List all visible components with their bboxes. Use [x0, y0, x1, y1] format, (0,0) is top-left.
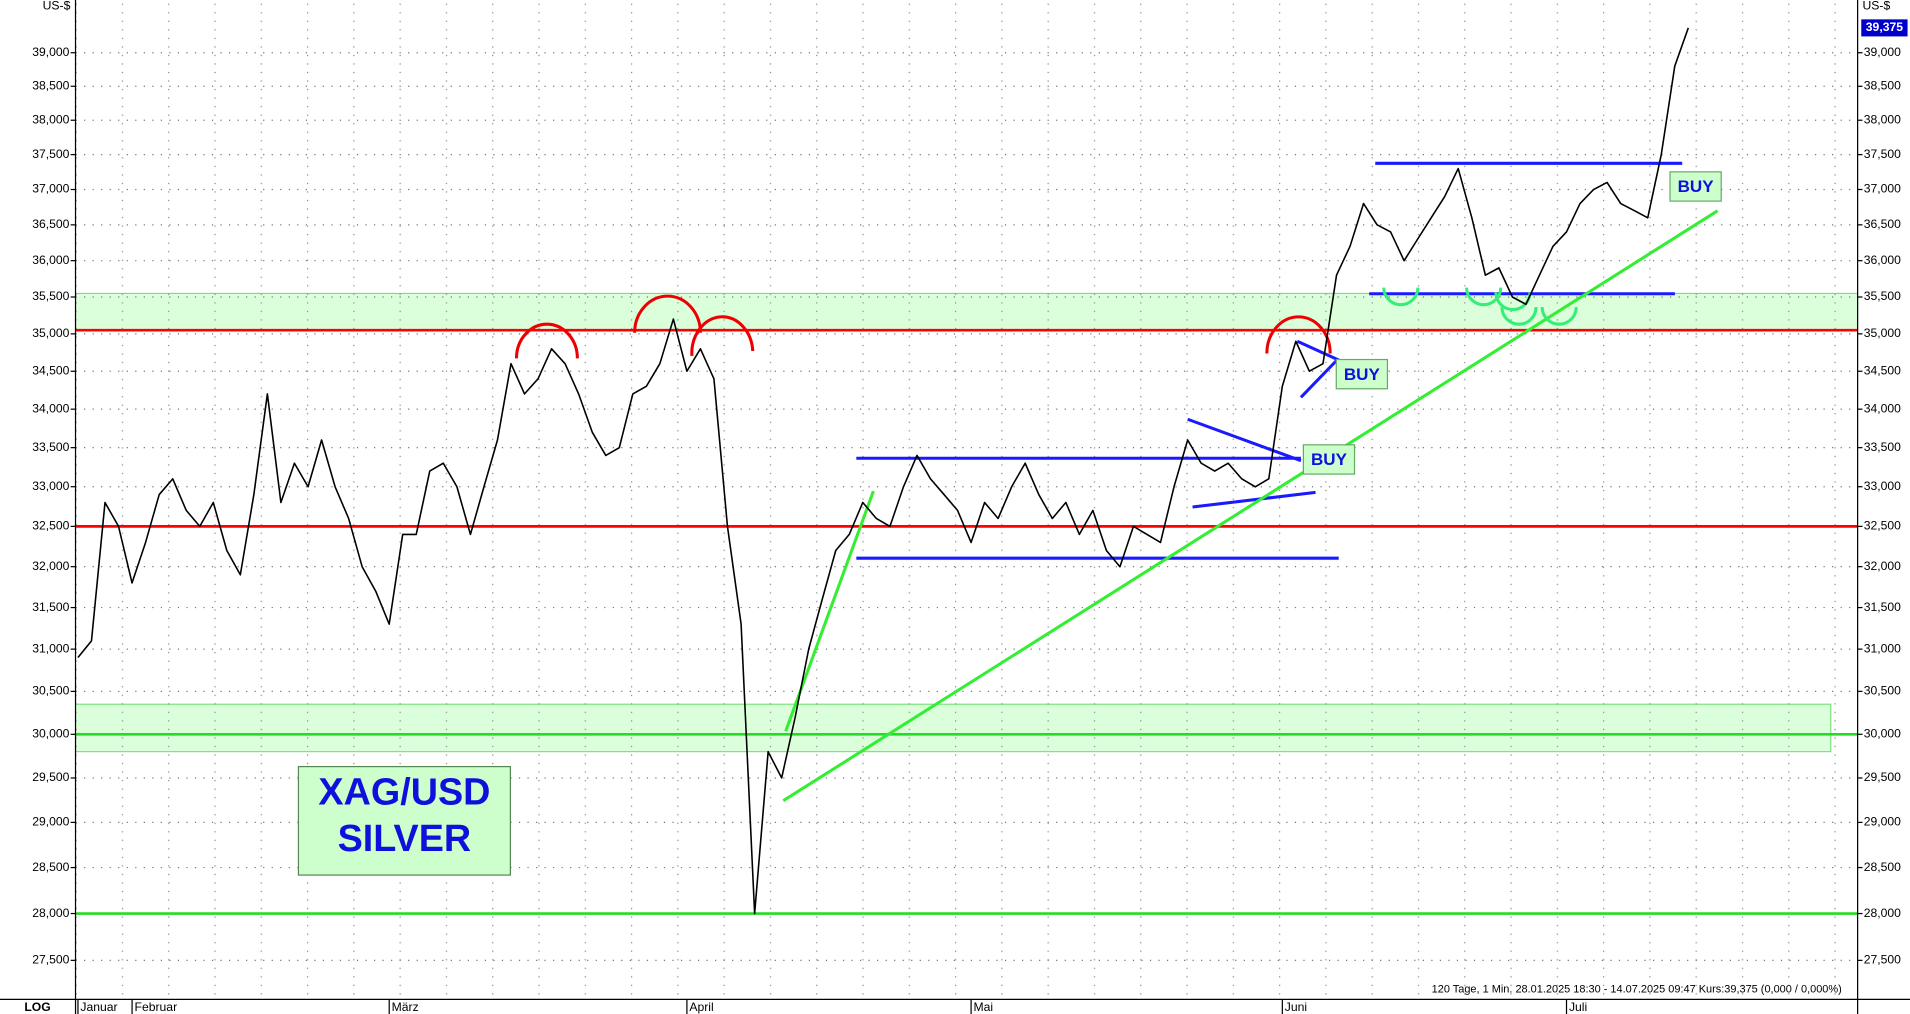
y-unit-right: US-$	[1862, 0, 1890, 12]
arc	[690, 315, 755, 356]
y-tick-label: 35,000	[1864, 326, 1901, 340]
y-tick-label: 33,500	[1864, 440, 1901, 454]
y-tick-label: 28,000	[1864, 906, 1901, 920]
x-tick-label: Juni	[1285, 1000, 1307, 1014]
y-tick-label: 31,000	[1864, 641, 1901, 655]
signal-label: BUY	[1344, 365, 1381, 384]
signal-label: BUY	[1678, 177, 1715, 196]
triangle-lower	[1192, 490, 1316, 509]
y-tick-label: 32,000	[32, 559, 69, 573]
y-tick-label: 28,500	[1864, 860, 1901, 874]
y-tick-label: 29,000	[1864, 815, 1901, 829]
y-tick-label: 34,000	[32, 401, 69, 415]
x-tick-label: Januar	[80, 1000, 117, 1014]
y-tick-label: 30,000	[32, 727, 69, 741]
y-tick-label: 27,500	[1864, 953, 1901, 967]
x-tick-label: Mai	[974, 1000, 994, 1014]
y-tick-label: 38,000	[1864, 112, 1901, 126]
y-tick-label: 35,500	[1864, 289, 1901, 303]
y-tick-label: 33,000	[32, 479, 69, 493]
y-tick-label: 36,500	[32, 217, 69, 231]
title-line: XAG/USD	[318, 772, 490, 814]
last-price-box	[1861, 19, 1908, 37]
y-tick-label: 34,500	[32, 363, 69, 377]
y-tick-label: 39,000	[1864, 45, 1901, 59]
title-line: SILVER	[338, 818, 472, 860]
x-tick-label: April	[689, 1000, 713, 1014]
y-tick-label: 37,500	[1864, 147, 1901, 161]
x-tick-label: März	[392, 1000, 419, 1014]
y-tick-label: 39,000	[32, 45, 69, 59]
y-tick-label: 32,500	[1864, 519, 1901, 533]
signal-box	[1302, 444, 1356, 475]
y-tick-label: 34,000	[1864, 401, 1901, 415]
title-box	[297, 765, 511, 876]
triangle-upper	[1187, 417, 1302, 463]
y-tick-label: 27,500	[32, 953, 69, 967]
scale-label: LOG	[24, 1000, 50, 1014]
signal-box	[1335, 358, 1389, 390]
y-tick-label: 36,000	[32, 253, 69, 267]
y-tick-label: 31,500	[32, 600, 69, 614]
last-price-label: 39,375	[1866, 20, 1903, 34]
y-tick-label: 29,500	[1864, 770, 1901, 784]
smile	[1382, 287, 1420, 307]
annotations	[514, 161, 1719, 803]
smile	[1540, 307, 1578, 326]
y-tick-label: 36,500	[1864, 217, 1901, 231]
x-tick-label: Juli	[1569, 1000, 1587, 1014]
y-tick-label: 32,000	[1864, 559, 1901, 573]
x-tick-label: Februar	[135, 1000, 178, 1014]
y-unit-left: US-$	[43, 0, 71, 12]
y-tick-label: 38,500	[1864, 78, 1901, 92]
smile	[1465, 287, 1503, 307]
y-tick-label: 38,000	[32, 112, 69, 126]
y-tick-label: 33,000	[1864, 479, 1901, 493]
y-tick-label: 30,500	[32, 684, 69, 698]
y-tick-label: 30,500	[1864, 684, 1901, 698]
signal-box	[1669, 171, 1722, 202]
y-tick-label: 28,000	[32, 906, 69, 920]
y-tick-label: 35,000	[32, 326, 69, 340]
signal-label: BUY	[1311, 450, 1348, 469]
y-tick-label: 29,000	[32, 815, 69, 829]
y-tick-label: 32,500	[32, 519, 69, 533]
y-tick-label: 33,500	[32, 440, 69, 454]
smile	[1500, 307, 1538, 326]
y-tick-label: 29,500	[32, 770, 69, 784]
y-tick-label: 36,000	[1864, 253, 1901, 267]
y-tick-label: 28,500	[32, 860, 69, 874]
y-tick-label: 38,500	[32, 78, 69, 92]
price-line	[77, 27, 1690, 915]
y-tick-label: 34,500	[1864, 363, 1901, 377]
y-tick-label: 37,000	[1864, 182, 1901, 196]
y-tick-label: 37,000	[32, 182, 69, 196]
y-tick-label: 31,500	[1864, 600, 1901, 614]
y-tick-label: 30,000	[1864, 727, 1901, 741]
footer: 120 Tage, 1 Min. 28.01.2025 18:30 - 14.0…	[1432, 984, 1842, 996]
y-tick-label: 31,000	[32, 641, 69, 655]
y-tick-label: 35,500	[32, 289, 69, 303]
trendline	[782, 209, 1719, 803]
y-tick-label: 37,500	[32, 147, 69, 161]
arc	[633, 294, 702, 333]
arc	[514, 322, 579, 359]
